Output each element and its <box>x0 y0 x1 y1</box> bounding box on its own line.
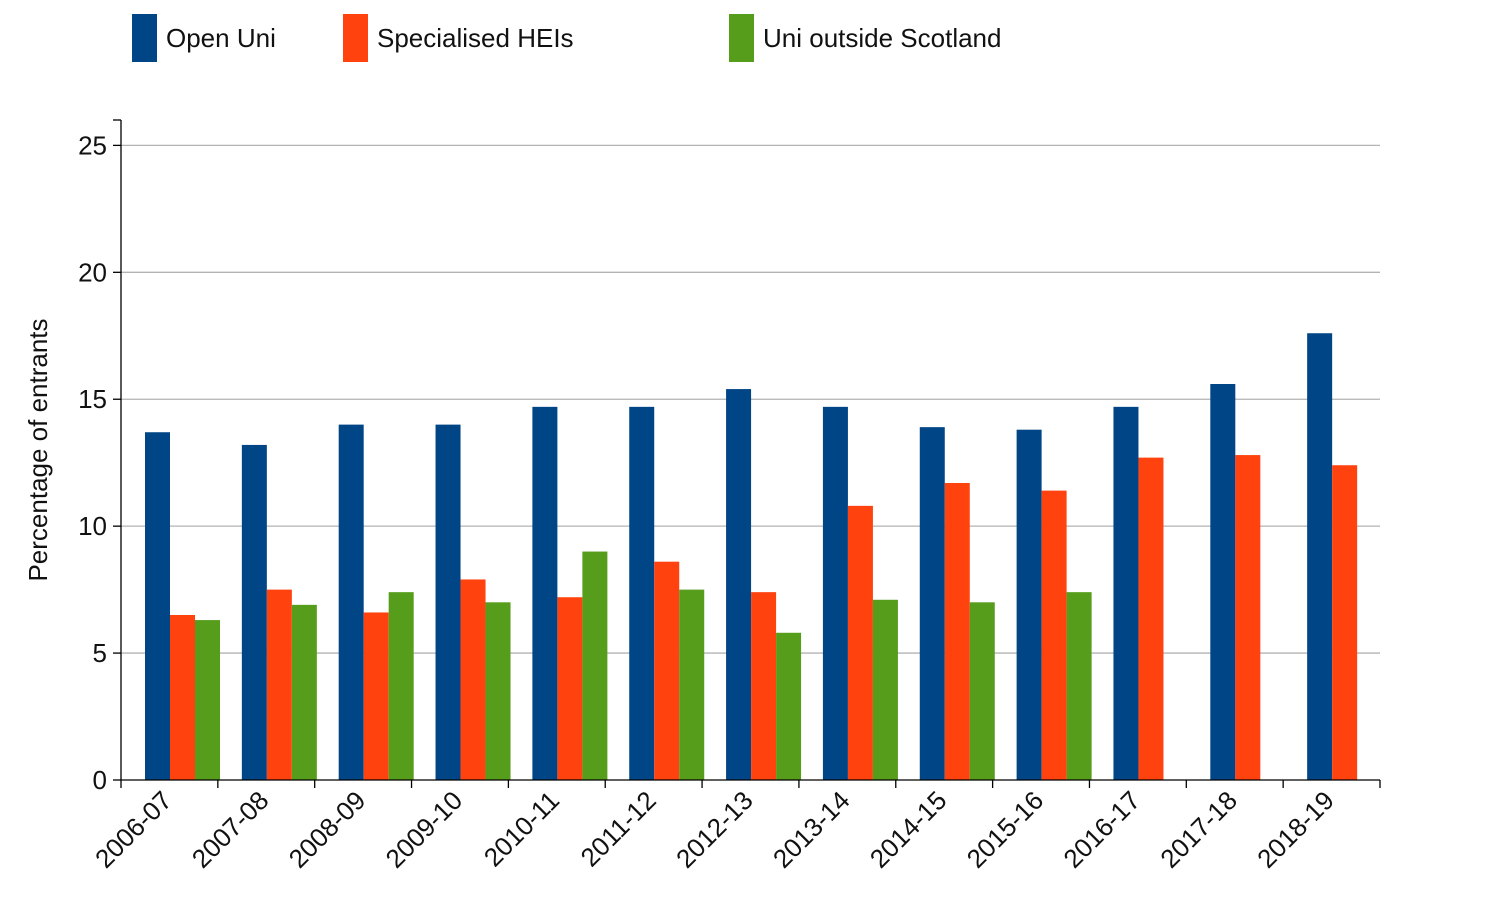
bar-open-uni-2006-07 <box>145 432 170 780</box>
x-tick-label-2007-08: 2007-08 <box>186 785 275 874</box>
bar-uni-outside-scotland-2014-15 <box>969 602 995 780</box>
bar-specialised-heis-2008-09 <box>363 612 389 780</box>
y-tick-label-15: 15 <box>78 384 107 414</box>
bar-specialised-heis-2007-08 <box>266 589 292 780</box>
y-tick-label-25: 25 <box>78 130 107 160</box>
legend-item-uni-outside-scotland: Uni outside Scotland <box>729 14 1001 62</box>
bar-specialised-heis-2009-10 <box>460 579 486 780</box>
legend-swatch-uni-outside-scotland <box>729 14 754 62</box>
x-tick-label-2016-17: 2016-17 <box>1057 785 1146 874</box>
legend-swatch-open-uni <box>132 14 157 62</box>
x-tick-label-2014-15: 2014-15 <box>864 785 953 874</box>
bar-specialised-heis-2012-13 <box>751 592 777 780</box>
legend-swatch-specialised-heis <box>343 14 368 62</box>
bars <box>145 333 1358 780</box>
y-tick-label-0: 0 <box>93 765 107 795</box>
bar-uni-outside-scotland-2013-14 <box>872 599 898 780</box>
x-tick-label-2012-13: 2012-13 <box>670 785 759 874</box>
y-tick-label-20: 20 <box>78 257 107 287</box>
bar-open-uni-2011-12 <box>629 406 655 780</box>
y-tick-label-5: 5 <box>93 638 107 668</box>
bar-specialised-heis-2018-19 <box>1332 465 1358 780</box>
bar-specialised-heis-2013-14 <box>847 505 873 780</box>
bar-open-uni-2009-10 <box>435 424 461 780</box>
legend-item-specialised-heis: Specialised HEIs <box>343 14 574 62</box>
bar-uni-outside-scotland-2010-11 <box>582 551 608 780</box>
bar-open-uni-2013-14 <box>822 406 848 780</box>
bar-open-uni-2014-15 <box>919 427 945 780</box>
legend-label-uni-outside-scotland: Uni outside Scotland <box>763 22 1002 53</box>
bar-open-uni-2010-11 <box>532 406 558 780</box>
bar-open-uni-2016-17 <box>1113 406 1139 780</box>
legend-item-open-uni: Open Uni <box>132 14 276 62</box>
bar-uni-outside-scotland-2011-12 <box>679 589 705 780</box>
x-tick-label-2009-10: 2009-10 <box>380 785 469 874</box>
bar-open-uni-2007-08 <box>241 444 267 780</box>
bar-specialised-heis-2006-07 <box>170 615 195 780</box>
bar-specialised-heis-2010-11 <box>557 597 583 780</box>
x-tick-label-2017-18: 2017-18 <box>1154 785 1243 874</box>
bar-open-uni-2015-16 <box>1016 429 1042 780</box>
x-tick-label-2015-16: 2015-16 <box>961 785 1050 874</box>
x-tick-label-2006-07: 2006-07 <box>89 785 178 874</box>
bar-open-uni-2012-13 <box>726 389 752 780</box>
bar-open-uni-2017-18 <box>1210 384 1236 780</box>
x-tick-label-2013-14: 2013-14 <box>767 785 856 874</box>
bar-specialised-heis-2011-12 <box>654 561 680 780</box>
legend-label-open-uni: Open Uni <box>166 22 276 53</box>
bar-uni-outside-scotland-2006-07 <box>195 620 220 780</box>
bar-uni-outside-scotland-2008-09 <box>388 592 414 780</box>
y-axis-label: Percentage of entrants <box>23 318 53 581</box>
legend-label-specialised-heis: Specialised HEIs <box>377 22 574 53</box>
bar-open-uni-2018-19 <box>1307 333 1333 780</box>
chart-legend: Open Uni Specialised HEIs Uni outside Sc… <box>0 14 1500 64</box>
y-tick-label-10: 10 <box>78 511 107 541</box>
x-tick-label-2008-09: 2008-09 <box>283 785 372 874</box>
bar-uni-outside-scotland-2012-13 <box>776 632 802 780</box>
bar-specialised-heis-2015-16 <box>1041 490 1067 780</box>
bar-uni-outside-scotland-2007-08 <box>291 604 317 780</box>
x-tick-label-2010-11: 2010-11 <box>478 785 565 872</box>
bar-open-uni-2008-09 <box>338 424 364 780</box>
bar-specialised-heis-2014-15 <box>944 483 970 780</box>
bar-specialised-heis-2016-17 <box>1138 457 1164 780</box>
bar-specialised-heis-2017-18 <box>1235 455 1261 780</box>
bar-uni-outside-scotland-2009-10 <box>485 602 511 780</box>
bar-uni-outside-scotland-2015-16 <box>1066 592 1092 780</box>
x-tick-label-2018-19: 2018-19 <box>1251 785 1340 874</box>
x-tick-label-2011-12: 2011-12 <box>575 785 662 872</box>
